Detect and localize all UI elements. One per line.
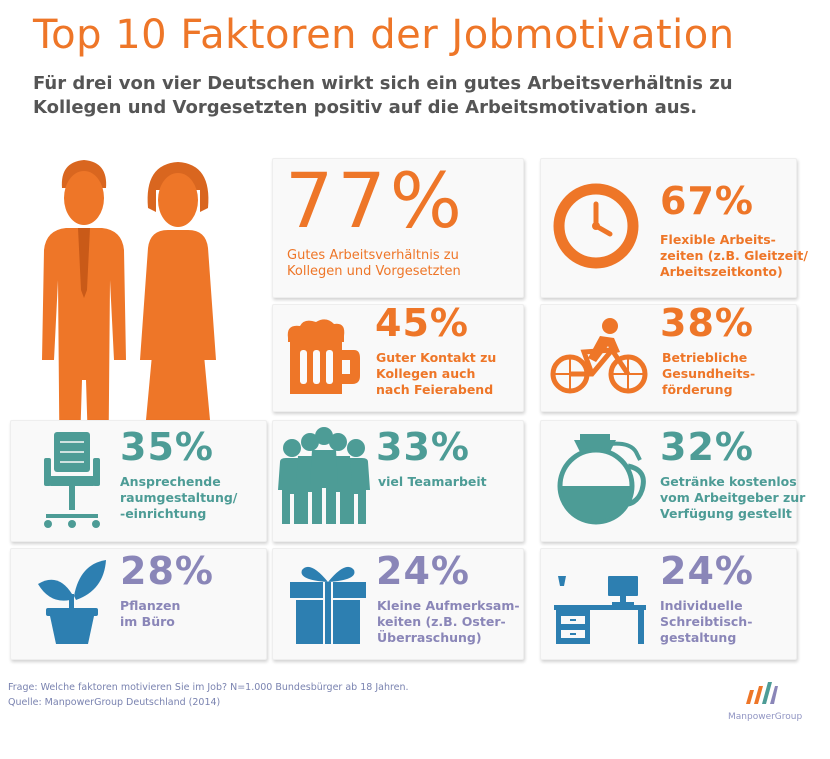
- page-subtitle: Für drei von vier Deutschen wirkt sich e…: [33, 73, 733, 118]
- value-label-factor-3: 45%: [375, 301, 469, 345]
- description-factor-6: viel Teamarbeit: [378, 474, 487, 489]
- panel-factor-1: [272, 158, 524, 298]
- manpowergroup-logo-text: ManpowerGroup: [728, 712, 803, 722]
- manpowergroup-logo-icon: [746, 682, 778, 704]
- footnote-source: Quelle: ManpowerGroup Deutschland (2014): [8, 697, 221, 708]
- value-label-factor-9: 24%: [376, 549, 470, 593]
- panel-factor-4: [540, 304, 797, 412]
- description-factor-4: Betriebliche Gesundheits- förderung: [662, 350, 756, 397]
- team-icon: [278, 427, 370, 524]
- office-chair-icon: [44, 432, 100, 528]
- footnote-question: Frage: Welche faktoren motivieren Sie im…: [8, 682, 409, 693]
- panel-factor-8: [10, 548, 267, 660]
- desk-icon: [554, 576, 646, 644]
- value-label-factor-4: 38%: [660, 301, 754, 345]
- plant-icon: [38, 560, 106, 644]
- gift-icon: [290, 566, 366, 644]
- value-label-factor-5: 35%: [120, 425, 214, 469]
- description-factor-2: Flexible Arbeits- zeiten (z.B. Gleitzeit…: [660, 232, 808, 279]
- description-factor-1: Gutes Arbeitsverhältnis zu Kollegen und …: [287, 248, 461, 279]
- value-label-factor-8: 28%: [120, 549, 214, 593]
- page-title: Top 10 Faktoren der Jobmotivation: [33, 12, 735, 58]
- beer-mug-icon: [287, 319, 360, 394]
- value-label-factor-2: 67%: [660, 179, 754, 223]
- bicycle-icon: [550, 318, 648, 394]
- description-factor-8: Pflanzen im Büro: [120, 598, 181, 629]
- description-factor-9: Kleine Aufmerksam- keiten (z.B. Oster- Ü…: [377, 598, 520, 645]
- value-label-factor-7: 32%: [660, 425, 754, 469]
- description-factor-10: Individuelle Schreibtisch- gestaltung: [660, 598, 753, 645]
- description-factor-7: Getränke kostenlos vom Arbeitgeber zur V…: [660, 474, 806, 521]
- coffee-pot-icon: [557, 434, 646, 525]
- description-factor-3: Guter Kontakt zu Kollegen auch nach Feie…: [376, 350, 497, 397]
- value-label-factor-6: 33%: [376, 425, 470, 469]
- panel-factor-2: [540, 158, 797, 298]
- value-label-factor-1: 77%: [285, 156, 466, 245]
- clock-icon: [553, 183, 639, 269]
- description-factor-5: Ansprechende raumgestaltung/ -einrichtun…: [120, 474, 238, 521]
- value-label-factor-10: 24%: [660, 549, 754, 593]
